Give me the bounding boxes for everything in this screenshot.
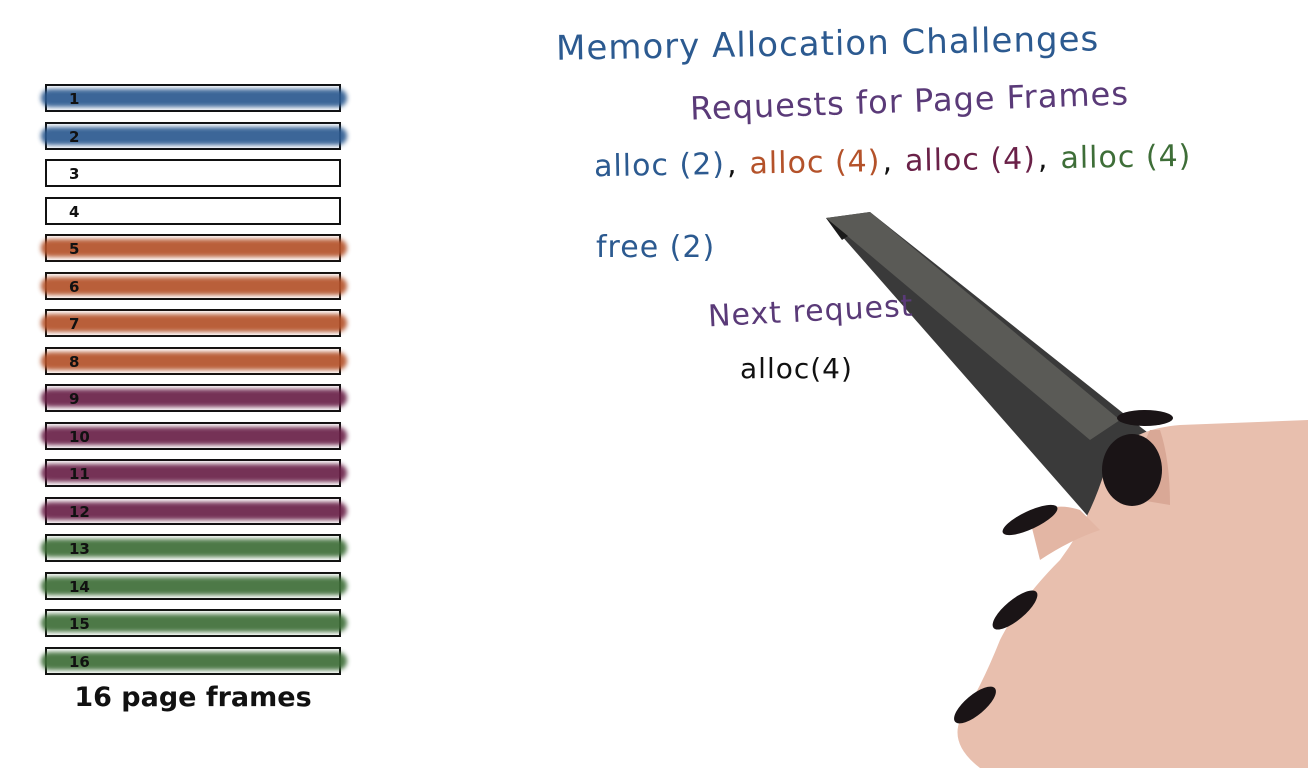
page-frame: 7 (41, 309, 347, 337)
allocation-highlight (41, 276, 347, 295)
page-frame: 15 (41, 609, 347, 637)
page-frame: 3 (45, 159, 341, 187)
frames-caption: 16 page frames (74, 682, 312, 713)
page-frame: 5 (41, 234, 347, 262)
allocation-highlight (41, 576, 347, 595)
page-frame: 6 (41, 271, 347, 300)
allocation-highlight (41, 126, 347, 145)
page-frame: 14 (41, 571, 347, 600)
page-frame-number: 2 (69, 127, 80, 146)
allocation-highlight (41, 89, 347, 107)
allocation-highlight (41, 351, 347, 370)
page-frame: 12 (41, 496, 347, 525)
page-frame-number: 6 (69, 277, 80, 296)
request-separator: , (726, 146, 738, 182)
alloc-request: alloc (4) (749, 144, 881, 182)
alloc-request: alloc (4) (1060, 138, 1192, 177)
page-frame-number: 14 (69, 577, 90, 596)
page-frame: 2 (41, 121, 347, 150)
allocation-highlight (41, 539, 347, 557)
allocation-highlight (41, 314, 347, 332)
page-frame-number: 16 (69, 652, 90, 671)
page-frame-number: 8 (69, 352, 80, 371)
page-frame-number: 3 (69, 165, 80, 183)
page-frame: 4 (45, 196, 341, 225)
next-request-value: alloc(4) (740, 352, 853, 385)
page-frame-number: 10 (69, 427, 90, 446)
allocation-highlight (41, 464, 347, 482)
request-separator: , (1037, 141, 1049, 177)
page-frame: 16 (41, 646, 347, 675)
allocation-highlight (41, 501, 347, 520)
allocation-highlight (41, 651, 347, 670)
page-frame-number: 9 (69, 390, 80, 408)
page-frame-number: 11 (69, 465, 90, 483)
page-frame-number: 15 (69, 615, 90, 633)
page-frame: 10 (41, 421, 347, 450)
page-frame-number: 5 (69, 240, 80, 258)
request-separator: , (882, 143, 894, 180)
alloc-request: alloc (4) (904, 141, 1037, 179)
allocation-highlight (41, 614, 347, 632)
allocation-highlight (41, 239, 347, 257)
page-frames-column: 1 2 3 4 5 6 7 8 9 10 11 12 13 14 15 16 (41, 84, 347, 684)
alloc-request: alloc (2) (593, 146, 726, 185)
free-request: free (2) (596, 230, 716, 265)
page-frame-number: 12 (69, 502, 90, 521)
page-frame-number: 1 (69, 90, 80, 108)
page-frame: 9 (41, 384, 347, 412)
page-frame: 8 (41, 346, 347, 375)
page-frame: 11 (41, 459, 347, 487)
page-frame: 1 (41, 84, 347, 112)
allocation-highlight (41, 426, 347, 445)
page-frame: 13 (41, 534, 347, 562)
page-frame-number: 4 (69, 202, 80, 221)
page-frame-number: 7 (69, 315, 80, 333)
page-frame-number: 13 (69, 540, 90, 558)
allocation-highlight (41, 389, 347, 407)
